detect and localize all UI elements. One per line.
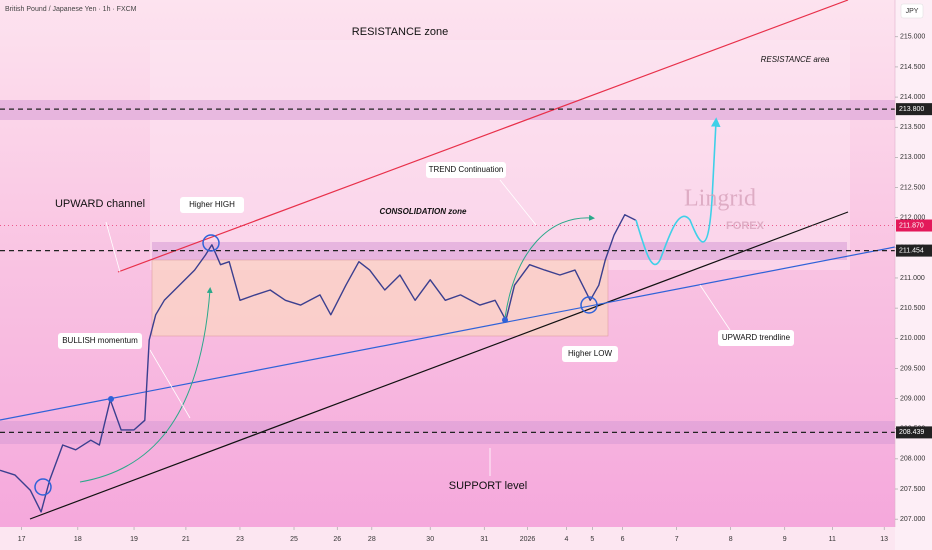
price-tag-label: 213.800 — [899, 106, 924, 113]
annotation: Higher HIGH — [189, 200, 235, 209]
x-tick-label: 6 — [621, 536, 625, 543]
y-tick-label: 212.500 — [900, 184, 925, 191]
x-tick-label: 28 — [368, 536, 376, 543]
channel-bottom — [29, 211, 849, 520]
y-tick-label: 208.000 — [900, 456, 925, 463]
y-tick-label: 207.500 — [900, 486, 925, 493]
price-tag — [896, 426, 932, 439]
price-tag — [896, 244, 932, 257]
x-tick-label: 9 — [783, 536, 787, 543]
x-tick-label: 23 — [236, 536, 244, 543]
x-tick-label: 4 — [564, 536, 568, 543]
pointer — [105, 221, 121, 273]
y-tick-label: 210.500 — [900, 305, 925, 312]
resistance-area — [150, 40, 850, 270]
annotation: CONSOLIDATION zone — [380, 207, 468, 216]
price-tag-label: 211.454 — [899, 247, 924, 254]
x-tick-label: 19 — [130, 536, 138, 543]
watermark: FOREX — [726, 220, 765, 232]
price-line — [0, 214, 636, 513]
x-tick-label: 17 — [18, 536, 26, 543]
annotation: UPWARD channel — [55, 198, 145, 210]
support-zone — [0, 421, 895, 444]
annotation-box — [180, 197, 244, 213]
y-tick-label: 214.000 — [900, 94, 925, 101]
high-marker — [202, 234, 220, 252]
y-tick-label: 215.000 — [900, 34, 925, 41]
continuation-arrow — [504, 214, 595, 319]
x-tick-label: 31 — [480, 536, 488, 543]
watermark: Lingrid — [684, 186, 756, 212]
x-tick-label: 5 — [590, 536, 594, 543]
x-tick-label: 13 — [880, 536, 888, 543]
consolidation-box — [151, 259, 609, 337]
price-tag — [896, 103, 932, 116]
x-tick-label: 26 — [333, 536, 341, 543]
pointer — [149, 349, 191, 419]
y-tick-label: 213.500 — [900, 124, 925, 131]
annotation-box — [58, 333, 142, 349]
x-tick-label: 25 — [290, 536, 298, 543]
projection-path — [635, 117, 721, 266]
chart-title: British Pound / Japanese Yen · 1h · FXCM — [5, 6, 137, 13]
pointer — [499, 179, 537, 226]
y-tick-label: 209.500 — [900, 365, 925, 372]
price-tag-label: 208.439 — [899, 429, 924, 436]
time-axis — [0, 527, 895, 550]
currency-box — [900, 3, 924, 19]
annotation: TREND Continuation — [429, 165, 504, 174]
trend-point — [108, 396, 114, 402]
currency: JPY — [906, 8, 919, 15]
upward-trendline — [0, 246, 896, 421]
x-tick-label: 30 — [426, 536, 434, 543]
y-tick-label: 213.000 — [900, 154, 925, 161]
annotation: RESISTANCE zone — [352, 26, 448, 38]
pointer — [699, 284, 731, 331]
higher-low-marker — [580, 296, 598, 314]
y-tick-label: 214.500 — [900, 64, 925, 71]
annotation: Higher LOW — [568, 349, 612, 358]
y-tick-label: 212.000 — [900, 215, 925, 222]
annotation-box — [718, 330, 794, 346]
low-marker — [34, 478, 52, 496]
x-tick-label: 11 — [829, 536, 836, 543]
annotation: UPWARD trendline — [722, 333, 791, 342]
x-tick-label: 7 — [675, 536, 679, 543]
trend-point — [502, 317, 508, 323]
y-tick-label: 209.000 — [900, 395, 925, 402]
y-tick-label: 211.000 — [900, 275, 925, 282]
y-tick-label: 210.000 — [900, 335, 925, 342]
price-axis — [895, 0, 932, 550]
annotation-box — [562, 346, 618, 362]
momentum-arrow — [79, 287, 213, 483]
annotation: RESISTANCE area — [761, 55, 830, 64]
resistance-zone — [0, 100, 895, 120]
annotation-box — [426, 162, 506, 178]
x-tick-label: 21 — [182, 536, 190, 543]
y-tick-label: 207.000 — [900, 516, 925, 523]
x-tick-label: 18 — [74, 536, 82, 543]
channel-top — [117, 0, 849, 273]
plot — [0, 214, 636, 513]
annotation: BULLISH momentum — [62, 336, 138, 345]
x-tick-label: 8 — [729, 536, 733, 543]
price-tag-label: 211.870 — [899, 222, 924, 229]
annotation: SUPPORT level — [449, 480, 527, 492]
x-tick-label: 2026 — [520, 536, 536, 543]
price-tag — [896, 219, 932, 232]
